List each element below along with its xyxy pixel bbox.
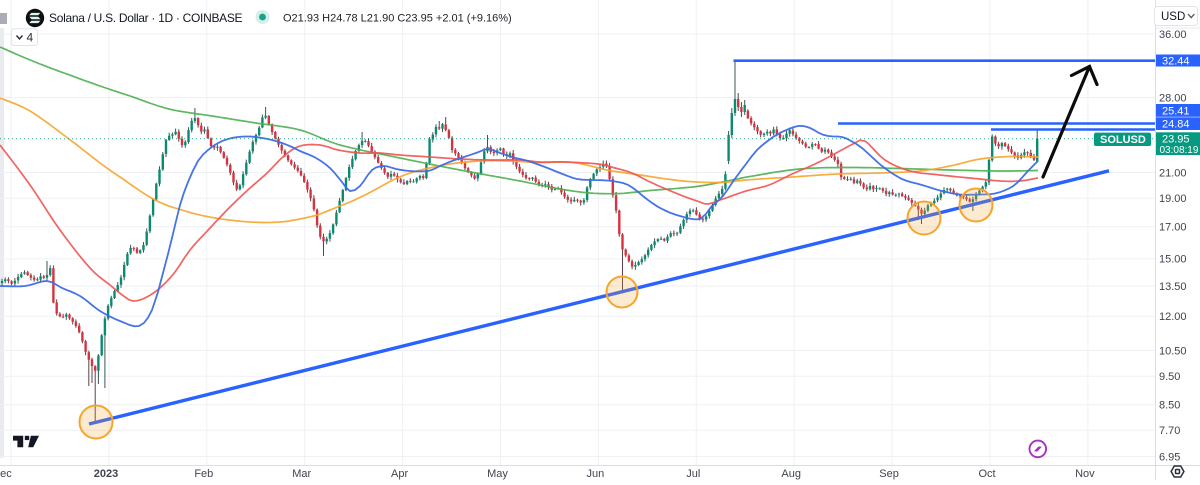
svg-text:13.50: 13.50 [1159,281,1187,293]
svg-text:6.95: 6.95 [1159,451,1180,463]
svg-text:24.84: 24.84 [1162,119,1190,131]
svg-text:17.00: 17.00 [1159,222,1187,234]
svg-text:Jul: Jul [686,468,700,480]
svg-text:Feb: Feb [194,468,213,480]
svg-text:23.95: 23.95 [1162,134,1190,146]
svg-text:USD: USD [1161,11,1185,23]
svg-text:9.50: 9.50 [1159,371,1180,383]
svg-text:25.41: 25.41 [1162,105,1190,117]
svg-text:15.00: 15.00 [1159,254,1187,266]
svg-text:Dec: Dec [0,468,12,480]
svg-text:19.00: 19.00 [1159,193,1187,205]
svg-text:12.00: 12.00 [1159,311,1187,323]
svg-text:O21.93 H24.78 L21.90 C23.95 +2: O21.93 H24.78 L21.90 C23.95 +2.01 (+9.16… [283,13,512,25]
svg-text:32.44: 32.44 [1162,55,1190,67]
svg-text:28.00: 28.00 [1159,92,1187,104]
svg-text:Aug: Aug [781,468,801,480]
svg-text:2023: 2023 [94,468,118,480]
svg-text:Solana / U.S. Dollar · 1D · CO: Solana / U.S. Dollar · 1D · COINBASE [49,11,243,25]
svg-text:03:08:19: 03:08:19 [1160,145,1199,156]
svg-text:Oct: Oct [978,468,995,480]
svg-text:7.70: 7.70 [1159,425,1180,437]
svg-text:Mar: Mar [292,468,311,480]
svg-text:21.00: 21.00 [1159,167,1187,179]
svg-text:Sep: Sep [879,468,899,480]
svg-text:May: May [487,468,508,480]
svg-text:Nov: Nov [1075,468,1095,480]
svg-text:Jun: Jun [587,468,605,480]
svg-text:10.50: 10.50 [1159,345,1187,357]
svg-text:Apr: Apr [391,468,408,480]
svg-text:36.00: 36.00 [1159,29,1187,41]
svg-text:4: 4 [27,31,34,45]
svg-text:SOLUSD: SOLUSD [1100,134,1146,146]
svg-text:8.50: 8.50 [1159,400,1180,412]
